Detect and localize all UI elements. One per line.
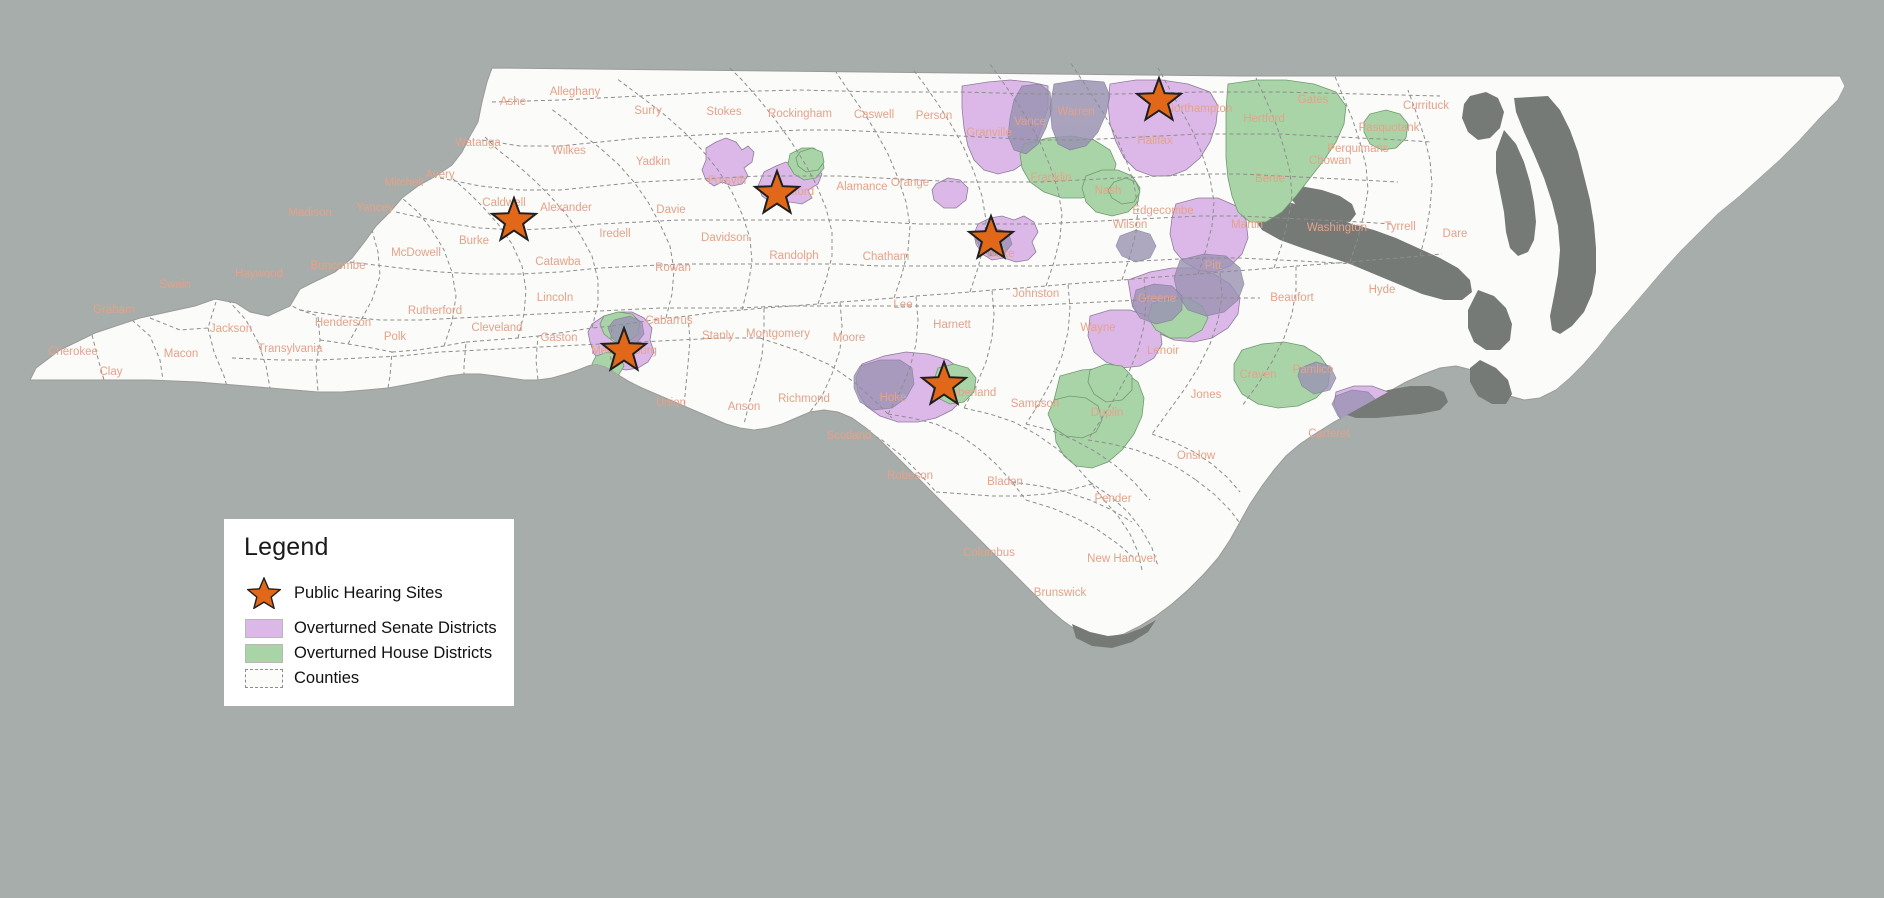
public-hearing-sites-layer <box>489 75 1184 406</box>
county-label: Graham <box>93 304 135 316</box>
legend-item-overturned-house-districts: Overturned House Districts <box>242 642 498 664</box>
legend-title: Legend <box>244 533 329 561</box>
county-label: Madison <box>288 207 331 219</box>
legend-label-public-hearing-sites: Public Hearing Sites <box>294 583 443 602</box>
public-hearing-site-star[interactable] <box>919 359 969 406</box>
legend-label-overturned-house-districts: Overturned House Districts <box>294 643 493 662</box>
county-label: Scotland <box>827 430 872 442</box>
public-hearing-site-star[interactable] <box>752 168 802 215</box>
county-label: Yancey <box>356 202 394 214</box>
house-swatch-icon <box>242 643 286 663</box>
legend-label-overturned-senate-districts: Overturned Senate Districts <box>294 618 497 637</box>
public-hearing-site-star[interactable] <box>966 213 1016 260</box>
county-label: Swain <box>159 279 190 291</box>
public-hearing-site-star[interactable] <box>599 325 649 372</box>
star-icon <box>242 577 286 609</box>
public-hearing-site-star[interactable] <box>489 195 539 242</box>
legend-item-public-hearing-sites: Public Hearing Sites <box>242 576 498 610</box>
senate-swatch-icon <box>242 618 286 638</box>
county-boundaries-layer <box>91 61 1443 571</box>
water-layer <box>1072 76 1884 648</box>
legend-item-counties: Counties <box>242 667 498 689</box>
legend-panel: Legend Public Hearing Sites Overturned S… <box>224 519 514 706</box>
public-hearing-site-star[interactable] <box>1134 75 1184 122</box>
county-label: Haywood <box>235 268 283 280</box>
legend-item-overturned-senate-districts: Overturned Senate Districts <box>242 617 498 639</box>
legend-label-counties: Counties <box>294 668 360 687</box>
county-swatch-icon <box>242 668 286 688</box>
state-outline-layer <box>29 67 1846 639</box>
